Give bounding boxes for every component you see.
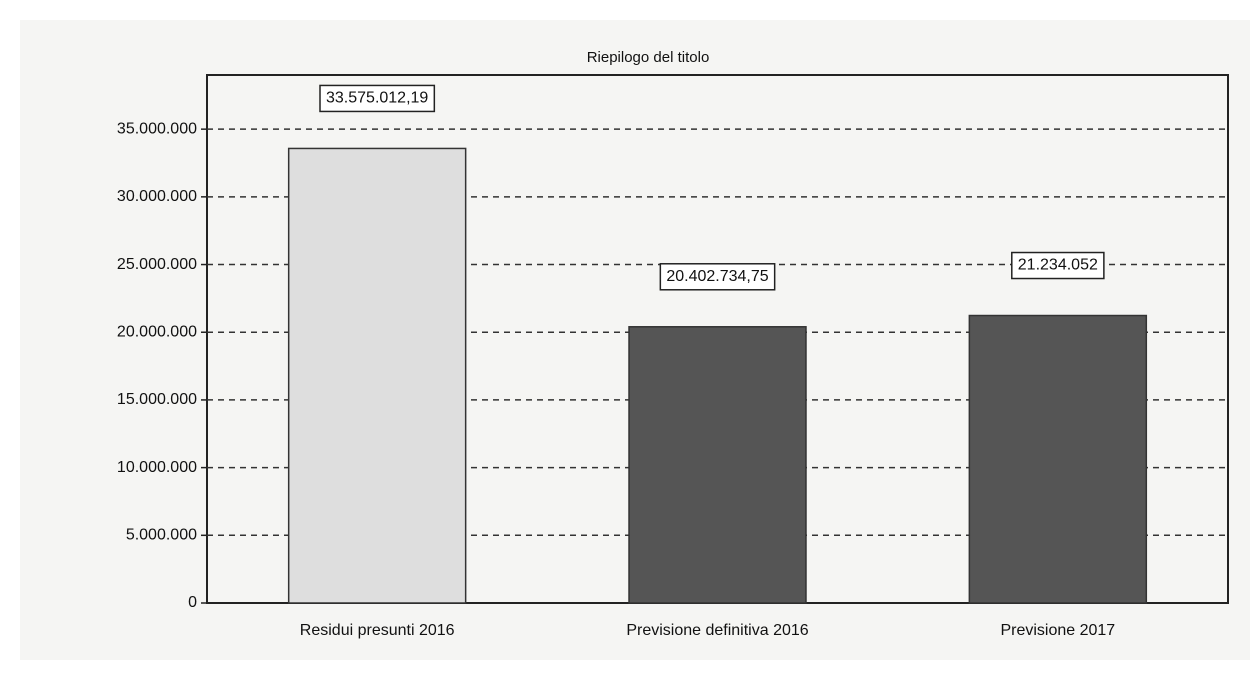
chart-title: Riepilogo del titolo [587, 49, 710, 66]
bar [287, 147, 467, 604]
y-tick-label: 30.000.000 [117, 188, 197, 205]
y-tick-label: 15.000.000 [117, 391, 197, 408]
value-label-box [659, 263, 776, 291]
y-tick-label: 35.000.000 [117, 120, 197, 137]
y-tick-label: 25.000.000 [117, 256, 197, 273]
x-tick-label: Residui presunti 2016 [300, 622, 455, 639]
bar [628, 326, 807, 604]
bar [968, 314, 1148, 604]
x-tick-label: Previsione definitiva 2016 [626, 622, 808, 639]
value-label: 20.402.734,75 [666, 268, 768, 285]
value-label-box [1011, 251, 1105, 280]
value-label-box [319, 84, 436, 113]
x-tick-label: Previsione 2017 [1000, 622, 1115, 639]
y-tick-label: 5.000.000 [126, 527, 197, 544]
y-tick-label: 20.000.000 [117, 323, 197, 340]
value-label: 21.234.052 [1018, 257, 1098, 274]
y-tick-label: 10.000.000 [117, 459, 197, 476]
y-tick-label: 0 [188, 594, 197, 611]
value-label: 33.575.012,19 [326, 90, 428, 107]
